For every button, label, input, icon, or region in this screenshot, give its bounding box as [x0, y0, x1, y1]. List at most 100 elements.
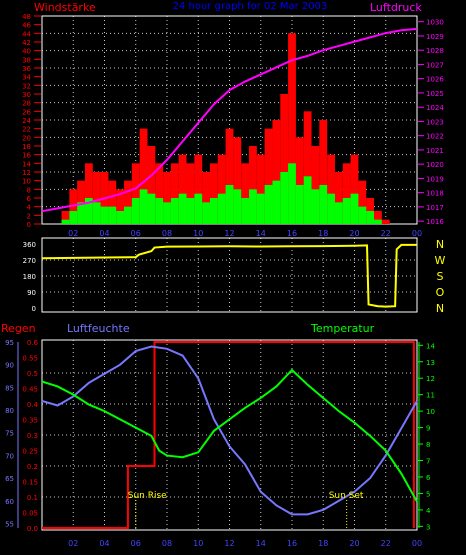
wind-avg-bar	[147, 193, 156, 224]
temperature-tick-label: 8	[426, 441, 430, 449]
wind-gust-bar	[92, 172, 101, 224]
wind-gust-bar	[170, 163, 179, 224]
wind-avg-bar	[202, 202, 210, 224]
hour-tick-label: 20	[349, 229, 359, 238]
wind-avg-bar	[288, 163, 296, 224]
wind-gust-bar	[217, 154, 226, 224]
pressure-tick-label: 1021	[426, 147, 444, 155]
wind-tick-label: 6	[27, 195, 32, 203]
wind-gust-bar	[225, 128, 234, 224]
rain-tick-label: 0.0	[27, 525, 38, 533]
wind-avg-bar	[186, 198, 195, 224]
wind-avg-bar	[272, 180, 281, 224]
wind-tick-label: 2	[27, 212, 31, 220]
temperature-tick-label: 10	[426, 408, 435, 416]
wind-gust-bar	[350, 154, 359, 224]
wind-avg-bar	[374, 219, 382, 224]
wind-tick-label: 46	[22, 22, 31, 30]
wind-gust-bar	[108, 180, 117, 224]
chart-title: 24 hour graph for 02 Mar 2003	[173, 1, 328, 12]
wind-tick-label: 40	[22, 48, 31, 56]
wind-avg-bar	[124, 206, 132, 224]
wind-avg-bar	[77, 202, 85, 224]
rain-tick-label: 0.55	[22, 355, 38, 363]
wind-gust-bar	[61, 211, 70, 224]
temperature-tick-label: 12	[426, 375, 435, 383]
wind-gust-bar	[139, 128, 148, 224]
hour-tick-label: 18	[318, 229, 328, 238]
humidity-tick-label: 85	[5, 384, 14, 392]
wind-avg-bar	[295, 185, 304, 224]
wind-gust-bar	[381, 219, 390, 224]
temperature-tick-label: 11	[426, 392, 435, 400]
wind-tick-label: 32	[22, 82, 31, 90]
temperatur-label: Temperatur	[310, 322, 375, 335]
humidity-tick-label: 80	[5, 407, 14, 415]
wind-avg-bar	[342, 198, 351, 224]
luftfeuchte-label: Luftfeuchte	[67, 322, 130, 335]
hour-tick-label: 04	[99, 229, 109, 238]
rain-line	[42, 341, 415, 529]
hour-tick-label: 16	[287, 229, 297, 238]
wind-avg-bar	[256, 193, 265, 224]
wind-gust-bar	[311, 146, 320, 224]
wind-tick-label: 0	[27, 221, 31, 229]
wind-gust-bar	[84, 163, 93, 224]
hour-tick-label: 14	[256, 229, 266, 238]
compass-label: S	[437, 270, 444, 283]
wind-tick-label: 18	[22, 143, 31, 151]
sun-rise-label: Sun Rise	[128, 491, 167, 501]
hour-tick-label: 16	[287, 539, 297, 548]
temperature-tick-label: 14	[426, 342, 435, 350]
humidity-tick-label: 90	[5, 362, 14, 370]
wind-avg-bar	[100, 206, 109, 224]
wind-avg-bar	[311, 189, 320, 224]
wind-gust-bar	[334, 172, 343, 224]
wind-avg-bar	[209, 198, 218, 224]
wind-avg-bar	[280, 172, 289, 224]
wind-avg-bar	[334, 202, 343, 224]
wind-gust-bar	[202, 172, 210, 224]
wind-avg-bar	[108, 206, 117, 224]
wind-avg-bar	[170, 198, 179, 224]
humidity-tick-label: 95	[5, 339, 14, 347]
wind-avg-bar	[217, 193, 226, 224]
wind-avg-bar	[233, 189, 242, 224]
humidity-tick-label: 55	[5, 520, 14, 528]
wind-gust-bar	[116, 189, 125, 224]
pressure-tick-label: 1027	[426, 61, 444, 69]
hour-tick-label: 00	[412, 539, 422, 548]
pressure-tick-label: 1023	[426, 118, 444, 126]
rain-tick-label: 0.25	[22, 448, 38, 456]
temperature-tick-label: 6	[426, 474, 431, 482]
rain-tick-label: 0.3	[27, 432, 38, 440]
hour-tick-label: 18	[318, 539, 328, 548]
wind-gust-bar	[209, 163, 218, 224]
humidity-tick-label: 70	[5, 452, 14, 460]
wind-avg-bar	[163, 202, 171, 224]
direction-tick-label: 90	[27, 289, 36, 297]
wind-gust-bar	[280, 94, 289, 224]
direction-tick-label: 180	[23, 273, 36, 281]
wind-avg-bar	[92, 202, 101, 224]
wind-avg-bar	[61, 219, 70, 224]
wind-tick-label: 36	[22, 65, 31, 73]
compass-label: N	[436, 238, 444, 251]
wind-tick-label: 12	[22, 169, 31, 177]
luftdruck-label: Luftdruck	[370, 1, 422, 14]
wind-avg-bar	[241, 198, 250, 224]
pressure-tick-label: 1020	[426, 161, 444, 169]
humidity-tick-label: 75	[5, 430, 14, 438]
wind-tick-label: 14	[22, 160, 31, 168]
wind-tick-label: 22	[22, 126, 31, 134]
wind-gust-bar	[241, 163, 250, 224]
pressure-tick-label: 1019	[426, 175, 444, 183]
hour-tick-label: 02	[68, 539, 78, 548]
wind-tick-label: 10	[22, 178, 31, 186]
rain-tick-label: 0.35	[22, 417, 38, 425]
wind-gust-bar	[303, 111, 312, 224]
wind-gust-bar	[178, 154, 187, 224]
hour-tick-label: 10	[193, 229, 203, 238]
temperature-tick-label: 4	[426, 507, 431, 515]
wind-tick-label: 26	[22, 108, 31, 116]
